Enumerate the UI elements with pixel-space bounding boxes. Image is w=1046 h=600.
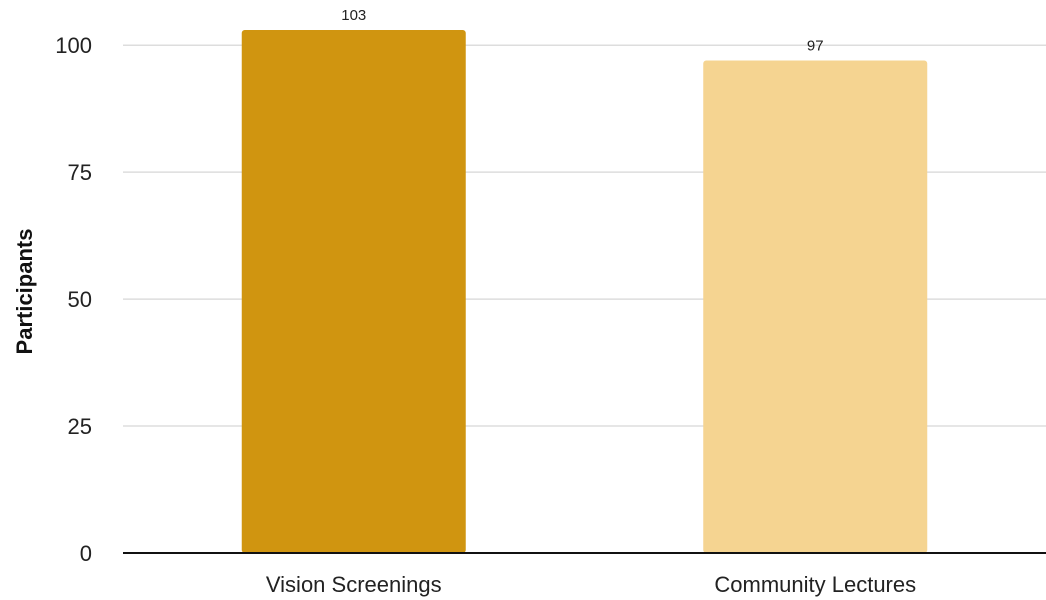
data-labels: 103 97 xyxy=(341,7,823,54)
y-tick-label: 50 xyxy=(68,287,92,312)
bars xyxy=(241,30,928,554)
y-tick-label: 75 xyxy=(68,160,92,185)
y-tick-label: 0 xyxy=(80,541,92,566)
bar xyxy=(703,60,928,554)
x-axis-categories: Vision Screenings Community Lectures xyxy=(266,572,916,597)
y-axis-ticks: 0 25 50 75 100 xyxy=(55,33,92,566)
y-tick-label: 100 xyxy=(55,33,92,58)
bar xyxy=(241,30,466,553)
data-label: 97 xyxy=(807,37,824,54)
y-tick-label: 25 xyxy=(68,414,92,439)
x-category-label: Community Lectures xyxy=(714,572,916,597)
y-axis-title: Participants xyxy=(12,229,37,355)
x-category-label: Vision Screenings xyxy=(266,572,442,597)
data-label: 103 xyxy=(341,7,366,24)
